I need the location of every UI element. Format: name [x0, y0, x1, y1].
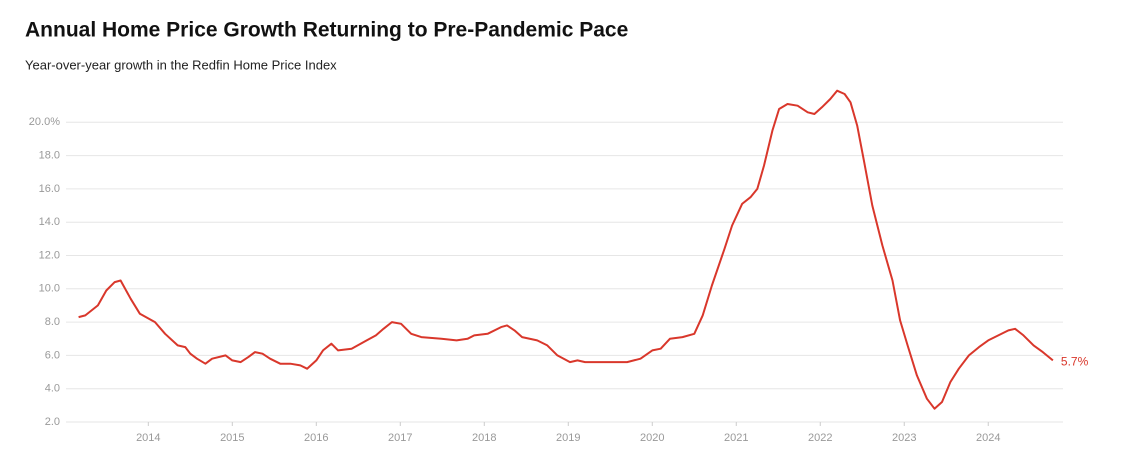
- y-tick-label: 14.0: [39, 216, 60, 228]
- x-tick-label: 2016: [304, 432, 328, 444]
- x-tick-label: 2014: [136, 432, 160, 444]
- x-tick-label: 2020: [640, 432, 664, 444]
- x-tick-label: 2018: [472, 432, 496, 444]
- y-tick-label: 20.0%: [29, 116, 60, 128]
- y-tick-label: 10.0: [39, 283, 60, 295]
- x-tick-label: 2022: [808, 432, 832, 444]
- x-tick-label: 2021: [724, 432, 748, 444]
- x-tick-label: 2017: [388, 432, 412, 444]
- chart-title: Annual Home Price Growth Returning to Pr…: [25, 19, 628, 42]
- value-label: 5.7%: [1061, 355, 1089, 369]
- x-tick-label: 2015: [220, 432, 244, 444]
- y-tick-label: 2.0: [45, 416, 60, 428]
- x-tick-label: 2024: [976, 432, 1000, 444]
- x-tick-label: 2023: [892, 432, 916, 444]
- y-tick-label: 12.0: [39, 249, 60, 261]
- y-tick-label: 8.0: [45, 316, 60, 328]
- y-tick-label: 16.0: [39, 183, 60, 195]
- y-tick-label: 6.0: [45, 349, 60, 361]
- line: [78, 89, 1054, 410]
- y-tick-label: 18.0: [39, 150, 60, 162]
- chart-subtitle: Year-over-year growth in the Redfin Home…: [25, 57, 337, 72]
- x-tick-label: 2019: [556, 432, 580, 444]
- y-tick-label: 4.0: [45, 383, 60, 395]
